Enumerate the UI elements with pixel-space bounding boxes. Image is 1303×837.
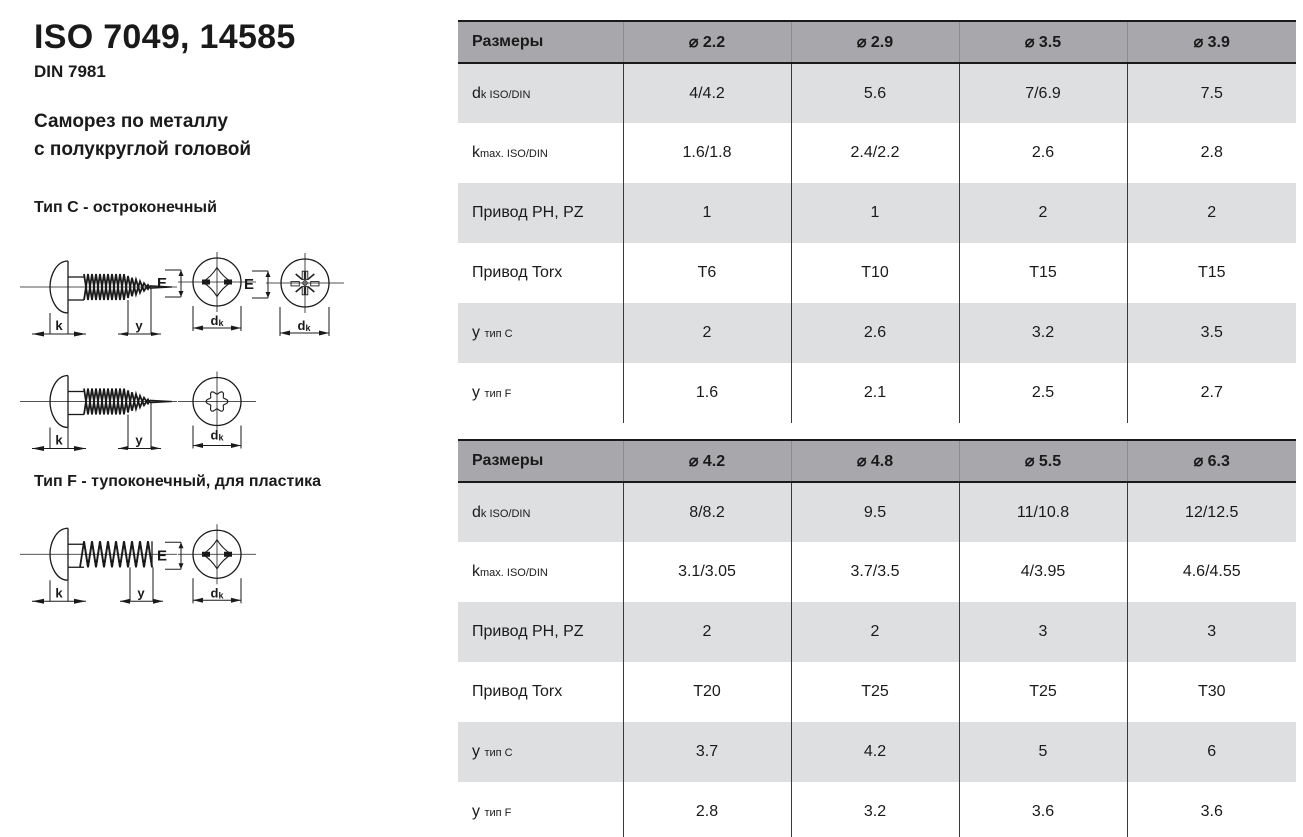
svg-text:E: E — [244, 276, 254, 293]
svg-text:k: k — [55, 585, 63, 600]
svg-text:dk: dk — [211, 585, 225, 600]
svg-text:y: y — [135, 433, 143, 448]
svg-text:E: E — [157, 275, 167, 292]
svg-text:dk: dk — [211, 313, 225, 328]
svg-text:y: y — [135, 318, 143, 333]
svg-text:k: k — [55, 318, 63, 333]
svg-text:dk: dk — [298, 318, 312, 333]
svg-text:k: k — [55, 433, 63, 448]
svg-text:E: E — [157, 547, 167, 564]
svg-text:dk: dk — [211, 428, 225, 443]
svg-text:y: y — [137, 585, 145, 600]
